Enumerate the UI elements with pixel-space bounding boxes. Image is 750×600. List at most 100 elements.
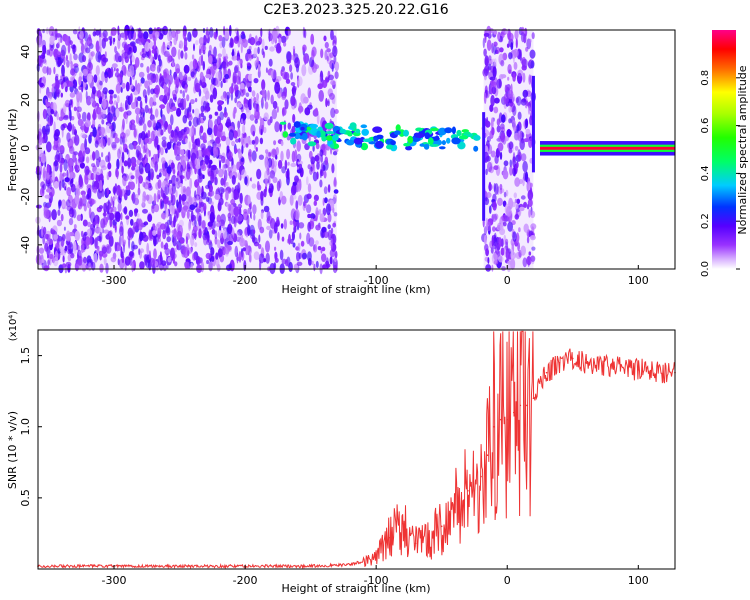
noise-cell bbox=[482, 37, 485, 49]
noise-cell bbox=[237, 172, 241, 180]
noise-cell bbox=[291, 231, 295, 241]
noise-cell bbox=[329, 249, 336, 258]
noise-cell bbox=[90, 51, 95, 57]
carrier-core bbox=[539, 146, 675, 150]
noise-cell bbox=[43, 209, 50, 219]
noise-cell bbox=[517, 111, 522, 120]
noise-cell bbox=[302, 44, 307, 52]
noise-cell bbox=[99, 253, 102, 261]
noise-cell bbox=[56, 112, 59, 121]
noise-cell bbox=[500, 223, 504, 231]
noise-cell bbox=[166, 42, 173, 49]
noise-cell bbox=[330, 29, 334, 41]
noise-cell bbox=[201, 219, 206, 229]
noise-cell bbox=[241, 169, 247, 179]
noise-cell bbox=[245, 143, 249, 148]
snr-point bbox=[499, 418, 502, 421]
noise-cell bbox=[492, 242, 497, 250]
noise-cell bbox=[514, 177, 521, 187]
noise-cell bbox=[286, 148, 291, 160]
noise-cell bbox=[490, 150, 496, 158]
noise-cell bbox=[122, 103, 125, 110]
noise-cell bbox=[163, 71, 168, 79]
noise-cell bbox=[178, 102, 183, 108]
noise-cell bbox=[138, 248, 141, 256]
spectrogram-cells bbox=[35, 24, 675, 275]
noise-cell bbox=[208, 163, 212, 169]
snr-point bbox=[493, 425, 495, 428]
noise-cell bbox=[222, 164, 225, 175]
noise-cell bbox=[184, 261, 190, 270]
noise-cell bbox=[290, 208, 297, 221]
noise-cell bbox=[496, 125, 501, 133]
noise-cell bbox=[171, 46, 177, 58]
noise-cell bbox=[69, 92, 76, 98]
noise-cell bbox=[240, 33, 246, 40]
noise-cell bbox=[507, 221, 513, 232]
snr-y-label: SNR (10 * v/v) bbox=[6, 411, 19, 489]
noise-cell bbox=[128, 209, 134, 217]
noise-cell bbox=[193, 127, 196, 136]
noise-cell bbox=[186, 209, 190, 219]
noise-cell bbox=[485, 248, 489, 257]
noise-cell bbox=[101, 152, 104, 158]
noise-cell bbox=[246, 48, 252, 55]
noise-cell bbox=[125, 81, 130, 92]
noise-cell bbox=[168, 79, 171, 88]
noise-cell bbox=[268, 33, 273, 42]
noise-cell bbox=[507, 76, 510, 81]
noise-cell bbox=[198, 55, 204, 66]
noise-cell bbox=[69, 208, 73, 215]
noise-cell bbox=[109, 212, 115, 221]
noise-cell bbox=[119, 189, 123, 199]
noise-cell bbox=[225, 190, 229, 201]
noise-cell bbox=[47, 238, 54, 245]
noise-cell bbox=[483, 65, 490, 77]
noise-cell bbox=[483, 32, 490, 37]
noise-cell bbox=[224, 73, 229, 80]
noise-cell bbox=[237, 120, 241, 130]
noise-cell bbox=[137, 213, 140, 218]
signal-cell bbox=[373, 137, 379, 142]
noise-cell bbox=[69, 109, 72, 122]
noise-cell bbox=[159, 168, 164, 173]
noise-cell bbox=[86, 73, 93, 84]
noise-cell bbox=[72, 79, 78, 89]
signal-cell bbox=[403, 129, 409, 137]
noise-cell bbox=[280, 140, 284, 147]
noise-cell bbox=[115, 108, 120, 118]
noise-cell bbox=[55, 242, 60, 249]
noise-cell bbox=[113, 94, 117, 99]
noise-cell bbox=[508, 141, 514, 150]
noise-cell bbox=[237, 203, 243, 209]
noise-cell bbox=[93, 74, 98, 83]
noise-cell bbox=[290, 82, 296, 86]
noise-cell bbox=[491, 127, 495, 136]
noise-cell bbox=[45, 124, 50, 135]
noise-cell bbox=[512, 231, 517, 242]
noise-cell bbox=[269, 218, 276, 229]
noise-cell bbox=[216, 263, 221, 272]
noise-cell bbox=[192, 141, 197, 150]
signal-cell bbox=[413, 132, 421, 138]
noise-cell bbox=[199, 80, 203, 86]
noise-cell bbox=[520, 57, 523, 64]
noise-cell bbox=[110, 27, 117, 36]
noise-cell bbox=[101, 71, 105, 83]
noise-cell bbox=[148, 27, 153, 35]
noise-cell bbox=[83, 240, 87, 248]
noise-cell bbox=[259, 226, 265, 234]
snr-point bbox=[388, 536, 391, 539]
noise-cell bbox=[126, 110, 132, 116]
noise-cell bbox=[517, 69, 524, 77]
noise-cell bbox=[506, 128, 512, 138]
noise-cell bbox=[214, 236, 218, 245]
noise-cell bbox=[266, 225, 271, 231]
noise-cell bbox=[215, 78, 221, 88]
noise-cell bbox=[194, 231, 197, 240]
noise-cell bbox=[179, 169, 183, 182]
noise-cell bbox=[224, 242, 230, 255]
noise-cell bbox=[92, 31, 97, 37]
noise-cell bbox=[180, 50, 184, 59]
noise-cell bbox=[510, 249, 514, 260]
